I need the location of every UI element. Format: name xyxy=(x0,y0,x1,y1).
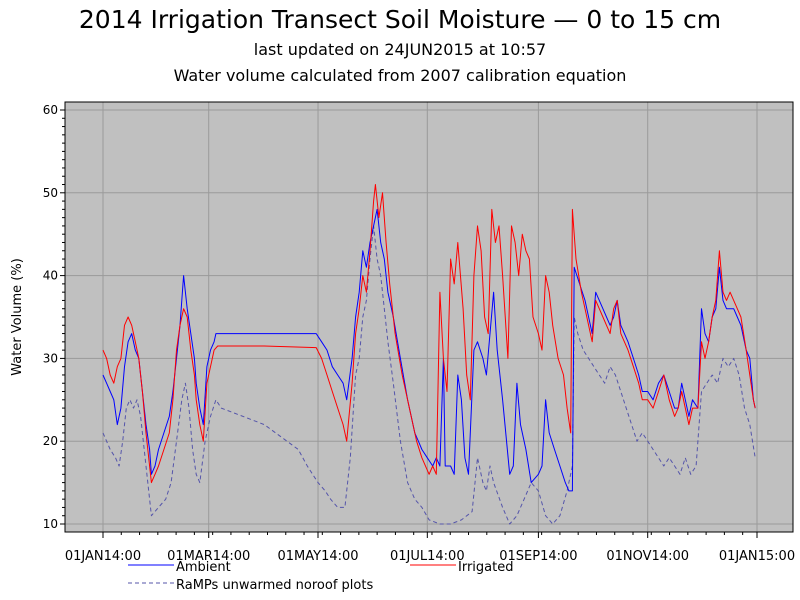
legend-label: Ambient xyxy=(176,560,231,575)
legend-label: Irrigated xyxy=(458,560,513,575)
x-tick-label: 01JAN14:00 xyxy=(65,549,141,564)
plot-area xyxy=(65,102,793,532)
legend-label: RaMPs unwarmed noroof plots xyxy=(176,578,373,593)
y-tick-label: 20 xyxy=(43,434,58,448)
x-tick-label: 01SEP14:00 xyxy=(499,549,577,564)
series-line-ambient xyxy=(102,208,756,492)
y-tick-label: 60 xyxy=(43,103,58,117)
y-tick-label: 40 xyxy=(43,269,58,283)
x-tick-label: 01MAY14:00 xyxy=(277,549,358,564)
chart-subtitle: last updated on 24JUN2015 at 10:57 xyxy=(253,40,547,59)
legend: Ambient Irrigated RaMPs unwarmed noroof pl… xyxy=(128,560,513,593)
x-tick-label: 01NOV14:00 xyxy=(606,549,689,564)
y-tick-label: 30 xyxy=(43,351,58,365)
y-axis-label: Water Volume (%) xyxy=(10,258,25,376)
series-line-ramps-unwarmed-noroof-plots xyxy=(102,225,756,525)
axes: 10 20 30 40 50 60 01JAN14:00 01MAR14:00 01MAY14:… xyxy=(43,103,795,564)
grid-lines xyxy=(65,102,793,532)
x-tick-label: 01MAR14:00 xyxy=(167,549,250,564)
x-tick-label: 01JUL14:00 xyxy=(390,549,465,564)
series-line-irrigated xyxy=(102,184,756,484)
y-tick-label: 10 xyxy=(43,517,58,531)
x-tick-label: 01JAN15:00 xyxy=(719,549,795,564)
y-tick-label: 50 xyxy=(43,186,58,200)
chart-subtitle-2: Water volume calculated from 2007 calibr… xyxy=(173,66,627,85)
series-layer xyxy=(102,184,756,525)
chart-title: 2014 Irrigation Transect Soil Moisture —… xyxy=(78,5,722,34)
